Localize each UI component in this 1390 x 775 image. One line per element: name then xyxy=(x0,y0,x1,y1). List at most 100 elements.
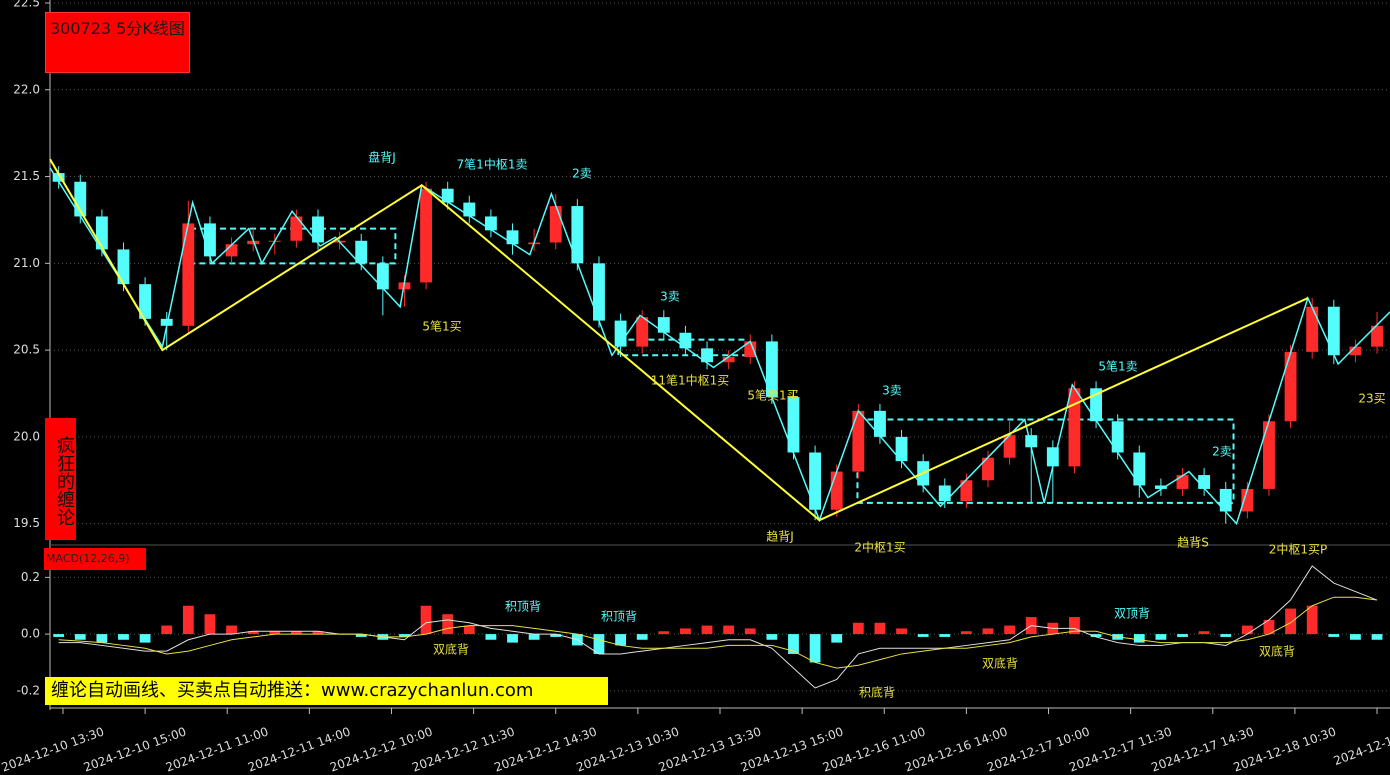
macd-bar xyxy=(1285,608,1296,635)
macd-bar xyxy=(960,631,972,635)
macd-bar xyxy=(420,605,432,635)
macd-bar xyxy=(1155,634,1167,640)
candle-body xyxy=(1263,421,1275,489)
candle-body xyxy=(809,452,822,510)
annotation: 趋背S xyxy=(1177,536,1209,550)
candle-body xyxy=(1284,351,1297,422)
candle-body xyxy=(636,317,649,347)
y-tick-label: 0.0 xyxy=(21,627,40,641)
candle-body xyxy=(1133,452,1146,486)
candle-body xyxy=(1371,325,1383,347)
candle-body xyxy=(765,341,778,397)
candle-body xyxy=(938,485,951,502)
y-tick-label: 19.5 xyxy=(13,516,40,530)
candle-body xyxy=(182,223,195,326)
macd-bar xyxy=(723,625,735,635)
macd-bar xyxy=(1263,619,1275,635)
macd-line xyxy=(58,596,1378,669)
candle-body xyxy=(744,341,757,358)
candle-body xyxy=(247,240,260,245)
annotation: 5笔1买 xyxy=(422,319,461,334)
annotation: 2中枢1买P xyxy=(1269,542,1328,557)
y-tick-label: 22.0 xyxy=(13,82,40,96)
candle-body xyxy=(355,240,368,264)
candle-body xyxy=(1176,475,1189,489)
stroke-line xyxy=(49,167,1390,526)
macd-title: MACD(12,26,9) xyxy=(44,548,146,570)
annotation: 双顶背 xyxy=(1114,607,1150,621)
macd-bar xyxy=(312,631,324,635)
candle-body xyxy=(1349,346,1362,356)
macd-bar xyxy=(658,631,670,635)
candle-body xyxy=(593,263,605,321)
annotation: 2中枢1买 xyxy=(854,540,905,555)
macd-bar xyxy=(485,634,497,640)
annotation: 积顶背 xyxy=(601,610,637,624)
annotation: 2卖 xyxy=(572,167,592,181)
macd-bar xyxy=(939,634,951,637)
macd-bar xyxy=(1220,634,1232,637)
candle-body xyxy=(830,471,843,510)
macd-bar xyxy=(1241,625,1253,635)
macd-bar xyxy=(852,622,864,635)
candle-body xyxy=(484,216,497,231)
candle-body xyxy=(1198,475,1211,489)
candle-body xyxy=(203,223,216,257)
annotation: 盘背J xyxy=(368,150,396,165)
y-tick-label: 21.5 xyxy=(13,169,40,183)
chart-title: 300723 5分K线图 xyxy=(45,12,190,73)
macd-bar xyxy=(1133,634,1145,643)
y-tick-label: 0.2 xyxy=(21,570,40,584)
macd-bar xyxy=(1306,605,1318,635)
x-tick-label: 2024-12-18 xyxy=(1332,731,1390,768)
candle-body xyxy=(982,457,994,481)
candle-body xyxy=(679,332,692,349)
macd-bar xyxy=(896,628,907,635)
macd-bar xyxy=(1371,634,1383,640)
candle-body xyxy=(722,357,735,363)
macd-bar xyxy=(831,634,843,643)
candle-body xyxy=(1306,306,1319,352)
zone xyxy=(856,418,1235,504)
annotation: 双底背 xyxy=(982,656,1018,671)
macd-bar xyxy=(269,631,281,635)
macd-bar xyxy=(550,634,562,637)
annotation: 7笔1中枢1卖 xyxy=(457,157,528,172)
y-tick-label: 22.5 xyxy=(13,0,40,10)
candle-body xyxy=(506,230,519,245)
annotation: 2卖 xyxy=(1212,445,1232,459)
candle-body xyxy=(74,181,87,217)
candle-body xyxy=(117,249,130,285)
macd-bar xyxy=(182,605,194,635)
candle-body xyxy=(463,202,476,217)
stroke-line xyxy=(49,158,1309,522)
side-label: 疯狂的缠论 xyxy=(45,418,76,540)
candle-body xyxy=(614,320,627,347)
macd-bar xyxy=(701,625,713,635)
candle-body xyxy=(160,318,173,326)
candle-body xyxy=(701,348,713,363)
macd-bar xyxy=(528,634,540,640)
macd-bar xyxy=(118,634,129,640)
macd-bar xyxy=(982,628,994,635)
y-tick-label: -0.2 xyxy=(17,683,40,697)
annotation: 双底背 xyxy=(1259,644,1295,659)
candle-body xyxy=(290,216,303,241)
candle-body xyxy=(1090,388,1103,422)
annotation: 3卖 xyxy=(660,290,680,304)
candle-body xyxy=(52,173,65,182)
macd-bar xyxy=(355,634,367,637)
candle-body xyxy=(1003,435,1016,458)
macd-bar xyxy=(917,634,929,637)
macd-bar xyxy=(247,631,259,635)
annotation: 5笔卖1买 xyxy=(747,388,798,403)
candle-body xyxy=(549,206,562,243)
candle-body xyxy=(420,188,433,283)
candle-body xyxy=(852,410,865,472)
candle-body xyxy=(1219,488,1232,512)
annotation: 积底背 xyxy=(859,685,895,700)
macd-bar xyxy=(1350,634,1361,640)
macd-bar xyxy=(766,634,778,640)
